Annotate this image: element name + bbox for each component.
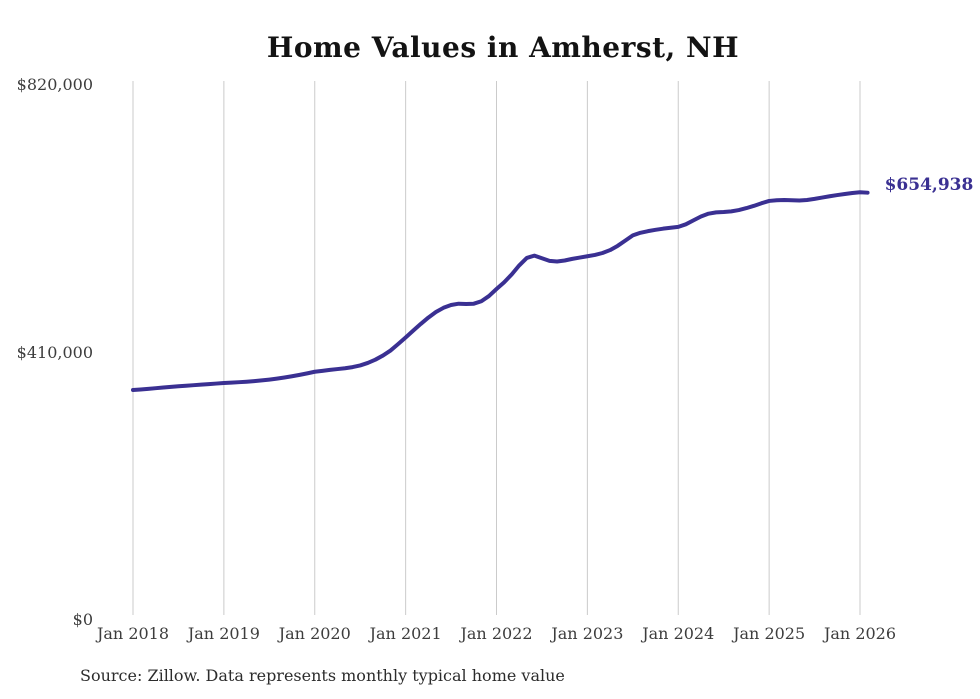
- y-axis-tick-label: $410,000: [16, 342, 93, 362]
- chart-title: Home Values in Amherst, NH: [266, 31, 740, 64]
- x-axis-tick-label: Jan 2020: [278, 624, 351, 643]
- y-axis-tick-label: $820,000: [16, 75, 93, 94]
- home-value-line: [131, 190, 870, 393]
- x-axis-tick-label: Jan 2021: [369, 624, 442, 643]
- latest-value-label: $654,938: [884, 174, 974, 195]
- x-axis-tick-label: Jan 2019: [187, 624, 260, 643]
- x-axis-tick-label: Jan 2023: [551, 624, 624, 643]
- y-axis-tick-label: $0: [72, 610, 93, 629]
- x-axis-tick-label: Jan 2024: [642, 624, 715, 643]
- x-axis-tick-label: Jan 2025: [733, 624, 806, 643]
- x-axis-tick-label: Jan 2022: [460, 624, 533, 643]
- x-axis-tick-label: Jan 2018: [96, 624, 170, 643]
- source-note: Source: Zillow. Data represents monthly …: [80, 666, 565, 685]
- x-axis-tick-label: Jan 2026: [823, 624, 897, 643]
